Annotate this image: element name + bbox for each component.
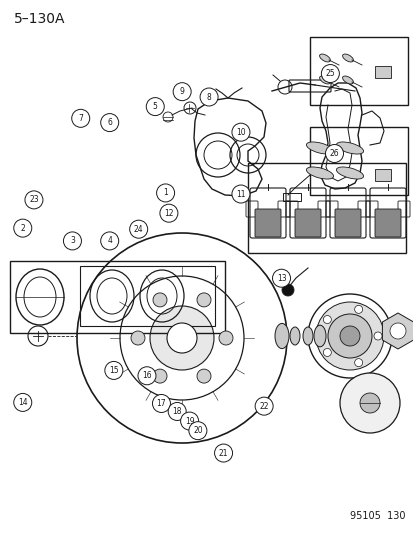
Text: 22: 22 bbox=[259, 402, 268, 410]
Circle shape bbox=[197, 293, 211, 307]
Ellipse shape bbox=[342, 76, 353, 84]
Text: 9: 9 bbox=[179, 87, 184, 96]
Circle shape bbox=[156, 184, 174, 202]
Circle shape bbox=[153, 369, 166, 383]
FancyBboxPatch shape bbox=[374, 66, 390, 78]
Circle shape bbox=[100, 232, 119, 250]
Circle shape bbox=[231, 185, 249, 203]
Circle shape bbox=[138, 367, 156, 385]
Ellipse shape bbox=[342, 54, 353, 62]
Text: 5–130A: 5–130A bbox=[14, 12, 65, 26]
Text: 20: 20 bbox=[192, 426, 202, 435]
Text: 6: 6 bbox=[107, 118, 112, 127]
Text: 23: 23 bbox=[29, 196, 39, 204]
Text: 10: 10 bbox=[235, 128, 245, 136]
Circle shape bbox=[180, 412, 198, 430]
Circle shape bbox=[14, 219, 32, 237]
Circle shape bbox=[359, 393, 379, 413]
Text: 2: 2 bbox=[20, 224, 25, 232]
Ellipse shape bbox=[313, 325, 325, 347]
Text: 1: 1 bbox=[163, 189, 168, 197]
Circle shape bbox=[214, 444, 232, 462]
Text: 3: 3 bbox=[70, 237, 75, 245]
Circle shape bbox=[166, 323, 197, 353]
Circle shape bbox=[373, 332, 381, 340]
Text: 26: 26 bbox=[329, 149, 339, 158]
Text: 11: 11 bbox=[236, 190, 245, 198]
Text: 18: 18 bbox=[172, 407, 181, 416]
Ellipse shape bbox=[319, 76, 330, 84]
Circle shape bbox=[104, 361, 123, 379]
Ellipse shape bbox=[319, 54, 330, 62]
Circle shape bbox=[25, 191, 43, 209]
Circle shape bbox=[63, 232, 81, 250]
Circle shape bbox=[231, 123, 249, 141]
Text: 95105  130: 95105 130 bbox=[350, 511, 405, 521]
Text: 15: 15 bbox=[109, 366, 119, 375]
Circle shape bbox=[129, 220, 147, 238]
Text: 17: 17 bbox=[156, 399, 166, 408]
Circle shape bbox=[339, 326, 359, 346]
Text: 12: 12 bbox=[164, 209, 173, 217]
Circle shape bbox=[71, 109, 90, 127]
Text: 25: 25 bbox=[325, 69, 335, 78]
Circle shape bbox=[146, 98, 164, 116]
Circle shape bbox=[320, 64, 339, 83]
FancyBboxPatch shape bbox=[254, 209, 280, 237]
Circle shape bbox=[100, 114, 119, 132]
Text: 16: 16 bbox=[142, 372, 152, 380]
Circle shape bbox=[188, 422, 206, 440]
Circle shape bbox=[323, 316, 330, 324]
Circle shape bbox=[354, 305, 362, 313]
FancyBboxPatch shape bbox=[374, 209, 400, 237]
Circle shape bbox=[131, 331, 145, 345]
Ellipse shape bbox=[306, 167, 333, 179]
Text: 24: 24 bbox=[133, 225, 143, 233]
Text: 8: 8 bbox=[206, 93, 211, 101]
Circle shape bbox=[315, 302, 383, 370]
Circle shape bbox=[281, 284, 293, 296]
Text: 14: 14 bbox=[18, 398, 28, 407]
Ellipse shape bbox=[289, 327, 299, 345]
Text: 21: 21 bbox=[218, 449, 228, 457]
Circle shape bbox=[339, 373, 399, 433]
FancyBboxPatch shape bbox=[374, 169, 390, 181]
Circle shape bbox=[323, 349, 330, 357]
Ellipse shape bbox=[306, 142, 333, 154]
FancyBboxPatch shape bbox=[294, 209, 320, 237]
Circle shape bbox=[354, 359, 362, 367]
Circle shape bbox=[325, 144, 343, 163]
Text: 13: 13 bbox=[276, 274, 286, 282]
Circle shape bbox=[173, 83, 191, 101]
Circle shape bbox=[150, 306, 214, 370]
Circle shape bbox=[254, 397, 273, 415]
Ellipse shape bbox=[274, 324, 288, 349]
Circle shape bbox=[168, 402, 186, 421]
Circle shape bbox=[327, 314, 371, 358]
Text: 7: 7 bbox=[78, 114, 83, 123]
Ellipse shape bbox=[336, 167, 363, 179]
Ellipse shape bbox=[336, 142, 363, 154]
FancyBboxPatch shape bbox=[334, 209, 360, 237]
Circle shape bbox=[153, 293, 166, 307]
Circle shape bbox=[159, 204, 178, 222]
Text: 19: 19 bbox=[184, 417, 194, 425]
Circle shape bbox=[197, 369, 211, 383]
Circle shape bbox=[218, 331, 233, 345]
Circle shape bbox=[199, 88, 218, 106]
Ellipse shape bbox=[302, 327, 312, 345]
Circle shape bbox=[389, 323, 405, 339]
Circle shape bbox=[152, 394, 170, 413]
Text: 5: 5 bbox=[152, 102, 157, 111]
Circle shape bbox=[272, 269, 290, 287]
Circle shape bbox=[14, 393, 32, 411]
Text: 4: 4 bbox=[107, 237, 112, 245]
